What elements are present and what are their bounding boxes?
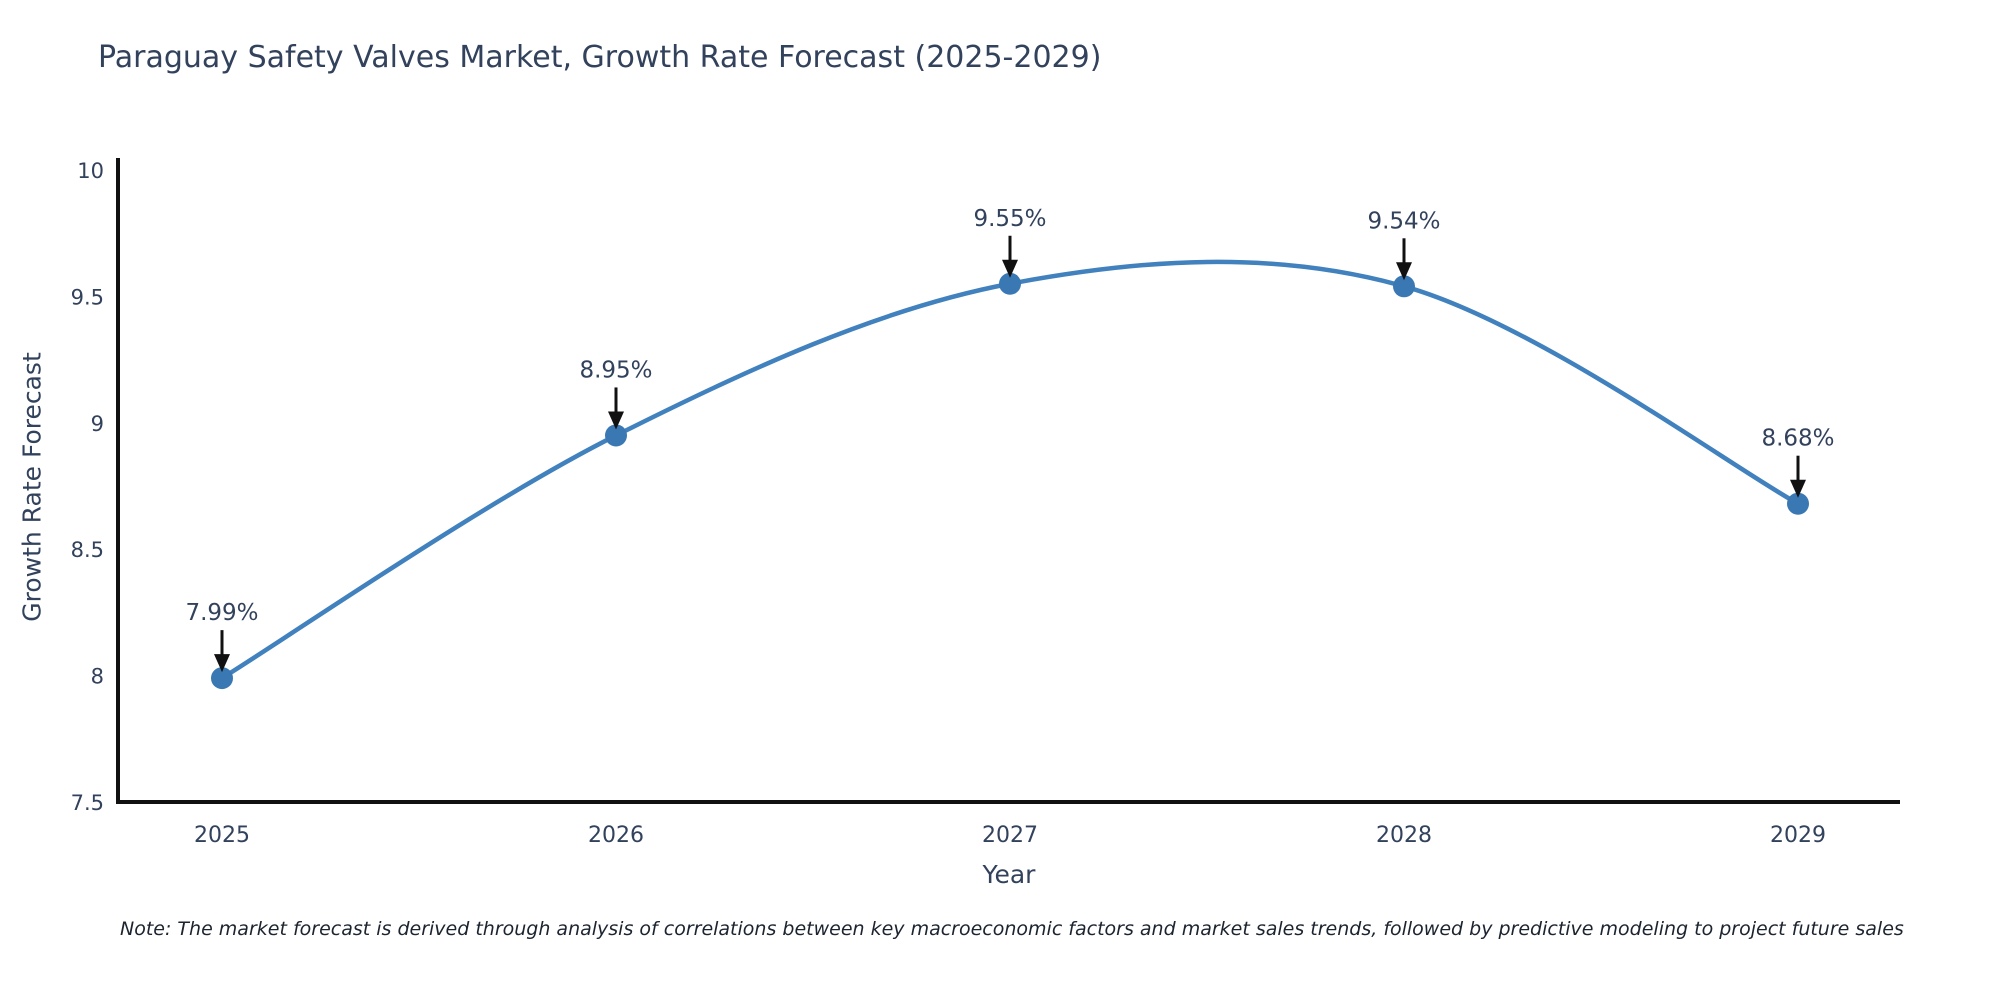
annotation-arrow-head [608,411,624,430]
data-point-label: 8.68% [1761,426,1834,452]
data-point-marker [605,424,627,447]
data-point-marker [999,272,1021,295]
x-tick-label: 2029 [1770,823,1826,848]
x-tick-label: 2027 [982,823,1038,848]
data-point-marker [1787,492,1809,515]
x-tick-label: 2028 [1376,823,1432,848]
y-tick-label: 8 [91,665,104,689]
annotation-arrow-head [1790,479,1806,498]
x-tick-label: 2025 [194,823,250,848]
footnote-text: Note: The market forecast is derived thr… [120,918,1904,940]
x-tick-label: 2026 [588,823,644,848]
annotation-arrow-head [1396,262,1412,281]
data-point-marker [211,667,233,690]
forecast-spline-line [219,259,1801,681]
y-tick-label: 10 [77,159,104,183]
annotation-arrow-head [1002,259,1018,278]
y-tick-label: 9 [91,412,104,436]
annotation-arrow-head [214,654,230,673]
y-axis-title: Growth Rate Forecast [17,352,47,622]
data-point-label: 9.54% [1367,208,1440,234]
data-point-label: 8.95% [579,357,652,383]
y-tick-label: 9.5 [71,285,104,309]
data-point-marker [1393,275,1415,298]
chart-title: Paraguay Safety Valves Market, Growth Ra… [98,40,1102,75]
y-tick-label: 7.5 [71,791,104,815]
y-tick-label: 8.5 [71,538,104,562]
x-axis-title: Year [982,860,1036,889]
data-point-label: 7.99% [185,600,258,626]
data-point-label: 9.55% [973,206,1046,232]
